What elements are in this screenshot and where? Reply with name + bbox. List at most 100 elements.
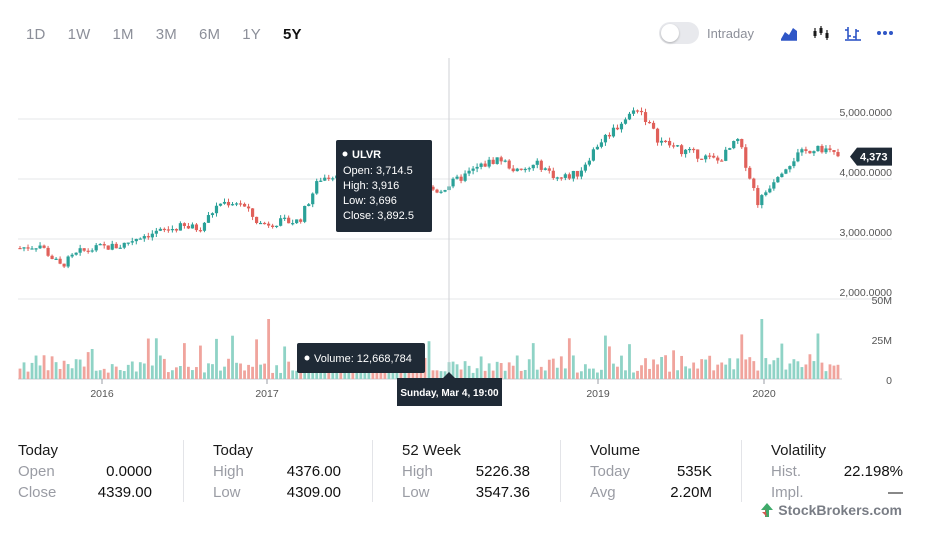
volume-bar: [459, 369, 463, 379]
candle-body: [271, 225, 275, 228]
range-tab-1d[interactable]: 1D: [26, 26, 46, 43]
volume-bar: [42, 355, 46, 379]
volume-bar: [776, 357, 780, 379]
volume-bar: [800, 367, 804, 379]
intraday-toggle[interactable]: [659, 22, 700, 44]
volume-bar: [728, 358, 732, 379]
volume-bar: [34, 355, 38, 379]
range-tab-6m[interactable]: 6M: [198, 26, 221, 43]
candle-body: [704, 155, 708, 160]
candle-body: [631, 110, 636, 114]
volume-bar: [535, 369, 539, 379]
candle-body: [812, 151, 816, 154]
volume-bar: [804, 364, 808, 379]
volume-bar: [511, 365, 515, 379]
range-tab-1w[interactable]: 1W: [67, 26, 91, 43]
volume-bars: [18, 319, 840, 379]
volume-bar: [583, 364, 587, 379]
volume-bar: [656, 364, 659, 379]
candle-body: [615, 127, 620, 130]
volume-bar: [263, 363, 266, 379]
candle-body: [515, 168, 519, 172]
volume-bar: [832, 365, 836, 379]
candle-body: [130, 241, 134, 243]
range-tab-3m[interactable]: 3M: [155, 26, 177, 43]
volume-bar: [54, 362, 58, 379]
candle-body: [311, 193, 315, 205]
candle-body: [291, 223, 295, 225]
volume-bar: [227, 358, 230, 379]
volume-tick-label: 0: [886, 375, 892, 387]
volume-bar: [820, 362, 824, 379]
price-tick-label: 4,000.0000: [839, 167, 892, 179]
chart-axes: 5,000.0000 4,000.0000 3,000.0000 2,000.0000…: [90, 107, 892, 400]
candle-body: [684, 149, 688, 155]
candle-body: [74, 252, 78, 255]
candle-body: [38, 245, 42, 249]
stat-value: 5226.38: [475, 463, 530, 480]
range-tab-1y[interactable]: 1Y: [242, 26, 261, 43]
candle-body: [800, 149, 804, 153]
volume-bar: [660, 356, 663, 379]
more-options-icon[interactable]: [874, 22, 896, 44]
candle-body: [451, 178, 455, 187]
price-chart[interactable]: 5,000.0000 4,000.0000 3,000.0000 2,000.0000…: [0, 58, 926, 410]
candle-body: [22, 247, 26, 249]
current-price-tag: 4,373: [850, 147, 892, 166]
ohlc-bar-icon[interactable]: [842, 22, 864, 44]
volume-bar: [38, 365, 42, 379]
candle-body: [471, 168, 475, 171]
volume-bar: [134, 371, 138, 379]
price-tick-label: 5,000.0000: [839, 107, 892, 119]
volume-bar: [215, 338, 218, 379]
candle-body: [607, 134, 612, 137]
range-tab-5y[interactable]: 5Y: [282, 26, 302, 43]
volume-bar: [527, 359, 531, 379]
candle-body: [483, 163, 487, 167]
candle-body: [86, 250, 90, 252]
candle-body: [78, 248, 82, 253]
candle-body: [295, 219, 299, 224]
stats-volume: Volume Today 535K Avg 2.20M: [590, 436, 712, 501]
candle-body: [539, 160, 543, 170]
stats-title: Today: [213, 442, 254, 459]
volume-bar: [652, 359, 655, 379]
volume-bar: [828, 364, 832, 379]
candle-body: [443, 190, 447, 192]
candle-body: [66, 256, 70, 267]
candle-body: [724, 149, 728, 161]
candle-body: [118, 247, 122, 249]
candle-body: [186, 225, 191, 229]
candle-body: [736, 139, 740, 142]
volume-bar: [26, 371, 30, 379]
volume-bar: [748, 357, 752, 379]
volume-bar: [543, 370, 547, 379]
volume-bar: [495, 361, 499, 379]
candle-body: [788, 166, 792, 170]
stat-label: Open: [18, 463, 55, 480]
volume-bar: [247, 364, 250, 379]
volume-bar: [235, 362, 238, 379]
volume-bar: [547, 359, 551, 379]
candle-body: [319, 180, 323, 182]
range-tabs: 1D 1W 1M 3M 6M 1Y 5Y: [26, 26, 324, 43]
chart-toolbar: Intraday: [659, 22, 896, 44]
volume-bar: [752, 361, 756, 379]
volume-bar: [479, 356, 483, 379]
candle-body: [667, 140, 672, 146]
volume-bar: [295, 370, 299, 379]
candle-body: [776, 177, 780, 183]
stat-label: Low: [402, 484, 430, 501]
candle-body: [599, 142, 604, 147]
candle-body: [768, 188, 772, 193]
candlestick-chart-icon[interactable]: [810, 22, 832, 44]
candle-body: [162, 228, 166, 231]
candle-body: [150, 233, 154, 238]
candle-body: [651, 122, 656, 129]
volume-bar: [720, 362, 724, 379]
range-tab-1m[interactable]: 1M: [112, 26, 134, 43]
candle-body: [218, 203, 223, 206]
volume-bar: [50, 356, 54, 379]
area-chart-icon[interactable]: [778, 22, 800, 44]
volume-bar: [724, 364, 728, 379]
